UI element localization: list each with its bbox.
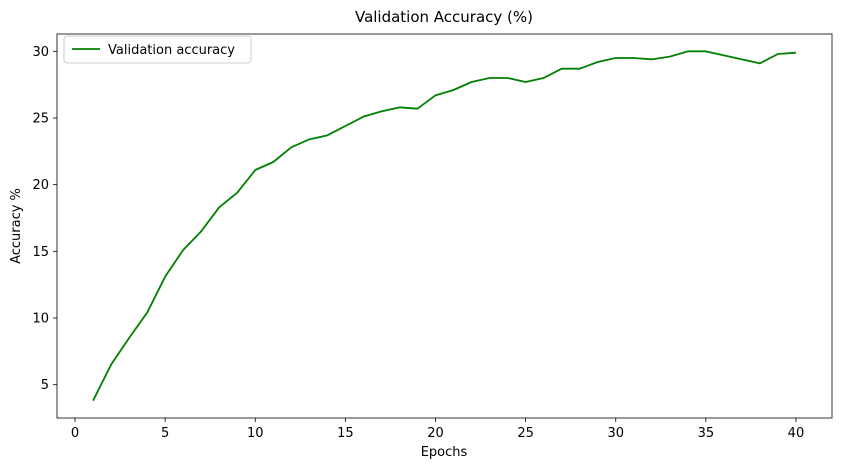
y-tick-label: 10 (32, 312, 49, 327)
y-axis-title: Accuracy % (9, 188, 24, 264)
x-tick-label: 30 (607, 426, 624, 441)
y-tick-label: 25 (32, 112, 49, 127)
x-tick-label: 25 (517, 426, 534, 441)
x-tick-label: 10 (247, 426, 264, 441)
legend-label-validation-accuracy: Validation accuracy (108, 43, 235, 58)
legend: Validation accuracy (63, 35, 252, 64)
x-tick-label: 35 (698, 426, 715, 441)
x-tick-label: 40 (788, 426, 805, 441)
x-tick-label: 0 (71, 426, 79, 441)
plot-area-frame (56, 33, 833, 419)
series-layer (92, 50, 797, 402)
x-tick-label: 5 (161, 426, 169, 441)
y-tick-label: 30 (32, 45, 49, 60)
series-line-validation-accuracy (92, 50, 797, 402)
y-tick-label: 5 (41, 378, 49, 393)
x-axis-title: Epochs (421, 445, 468, 460)
y-tick-label: 20 (32, 178, 49, 193)
x-tick-label: 20 (427, 426, 444, 441)
chart-title: Validation Accuracy (%) (355, 8, 533, 26)
x-axis-ticks: 0 5 10 15 20 25 30 35 40 (71, 418, 804, 441)
x-tick-label: 15 (337, 426, 354, 441)
legend-box (63, 35, 252, 64)
y-tick-label: 15 (32, 245, 49, 260)
y-axis-ticks: 5 10 15 20 25 30 (32, 45, 57, 393)
